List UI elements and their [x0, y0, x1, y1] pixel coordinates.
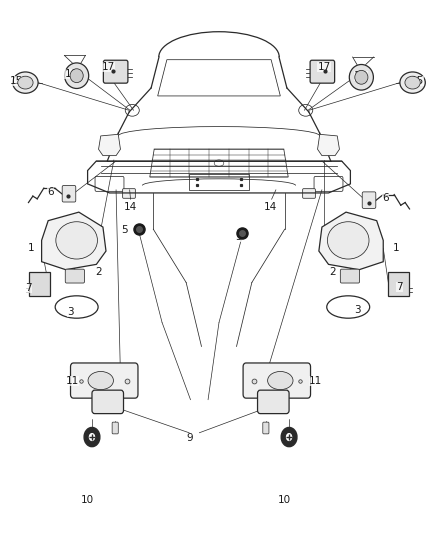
Text: 11: 11 — [66, 376, 79, 386]
FancyBboxPatch shape — [263, 422, 269, 434]
FancyBboxPatch shape — [362, 192, 376, 208]
Text: 2: 2 — [95, 267, 102, 277]
Text: 11: 11 — [309, 376, 322, 386]
FancyBboxPatch shape — [310, 60, 335, 83]
Text: 16: 16 — [354, 71, 367, 80]
Text: 10: 10 — [278, 495, 291, 505]
Ellipse shape — [328, 222, 369, 259]
FancyBboxPatch shape — [103, 60, 128, 83]
FancyBboxPatch shape — [340, 269, 360, 283]
FancyBboxPatch shape — [112, 422, 118, 434]
Ellipse shape — [88, 372, 113, 390]
Ellipse shape — [405, 76, 420, 89]
Polygon shape — [319, 212, 383, 270]
FancyBboxPatch shape — [123, 189, 135, 198]
FancyBboxPatch shape — [92, 390, 124, 414]
Polygon shape — [42, 212, 106, 270]
Text: 15: 15 — [10, 76, 23, 86]
Ellipse shape — [13, 72, 38, 93]
FancyBboxPatch shape — [29, 272, 50, 296]
Text: 7: 7 — [396, 282, 403, 292]
Text: 9: 9 — [186, 433, 193, 443]
FancyBboxPatch shape — [388, 272, 409, 296]
Text: 5: 5 — [121, 225, 128, 235]
Text: 1: 1 — [393, 243, 400, 253]
Ellipse shape — [18, 76, 33, 89]
Text: 14: 14 — [124, 202, 137, 212]
Text: 17: 17 — [102, 62, 115, 71]
Text: 5: 5 — [235, 232, 242, 242]
Ellipse shape — [64, 63, 88, 88]
Text: 16: 16 — [64, 69, 78, 78]
Ellipse shape — [268, 372, 293, 390]
Text: 7: 7 — [25, 283, 32, 293]
Text: 17: 17 — [318, 62, 331, 71]
FancyBboxPatch shape — [258, 390, 289, 414]
Ellipse shape — [400, 72, 425, 93]
Text: 6: 6 — [382, 193, 389, 203]
Text: 10: 10 — [81, 495, 94, 505]
FancyBboxPatch shape — [303, 189, 315, 198]
Polygon shape — [99, 134, 120, 156]
Ellipse shape — [56, 222, 98, 259]
Text: 1: 1 — [28, 243, 35, 253]
Text: 2: 2 — [329, 267, 336, 277]
FancyBboxPatch shape — [62, 185, 76, 202]
Ellipse shape — [70, 69, 83, 83]
Text: 6: 6 — [47, 187, 54, 197]
Text: 3: 3 — [353, 305, 360, 315]
FancyBboxPatch shape — [243, 363, 311, 398]
FancyBboxPatch shape — [65, 269, 85, 283]
Text: 15: 15 — [410, 76, 424, 86]
Text: 14: 14 — [264, 202, 277, 212]
Polygon shape — [318, 134, 339, 156]
Ellipse shape — [349, 64, 373, 90]
Text: 3: 3 — [67, 307, 74, 317]
FancyBboxPatch shape — [71, 363, 138, 398]
Ellipse shape — [355, 70, 368, 84]
